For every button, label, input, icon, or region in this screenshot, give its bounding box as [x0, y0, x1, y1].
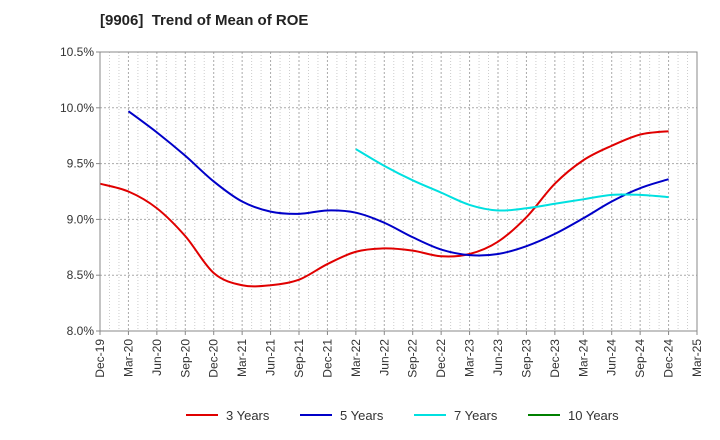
- y-tick-label: 8.0%: [67, 324, 95, 338]
- x-tick-label: Jun-21: [264, 339, 278, 376]
- x-tick-label: Jun-24: [605, 339, 619, 376]
- y-tick-label: 10.0%: [60, 101, 94, 115]
- x-axis-ticks: Dec-19 Mar-20 Jun-20 Sep-20 Dec-20 Mar-21 Jun-…: [93, 331, 704, 378]
- x-tick-label: Sep-22: [406, 339, 420, 378]
- y-tick-label: 9.5%: [67, 157, 95, 171]
- x-tick-label: Mar-22: [349, 339, 363, 377]
- y-axis-ticks: 10.5% 10.0% 9.5% 9.0% 8.5% 8.0%: [60, 45, 100, 338]
- series-line-7-years: [355, 148, 669, 212]
- x-tick-label: Sep-20: [178, 339, 192, 378]
- series-lines: [99, 110, 669, 288]
- x-tick-label: Jun-22: [377, 339, 391, 376]
- plot-background: [100, 52, 697, 331]
- plot-frame: [99, 51, 698, 332]
- x-tick-label: Sep-24: [633, 339, 647, 378]
- legend-label-7-years: 7 Years: [454, 408, 498, 423]
- x-tick-label: Mar-23: [463, 339, 477, 377]
- series-line-5-years: [127, 110, 669, 257]
- series-line-3-years: [99, 130, 669, 288]
- legend-label-5-years: 5 Years: [340, 408, 384, 423]
- x-tick-label: Dec-21: [320, 339, 334, 378]
- legend-label-3-years: 3 Years: [226, 408, 270, 423]
- x-tick-label: Mar-21: [235, 339, 249, 377]
- x-tick-label: Dec-20: [207, 339, 221, 378]
- x-tick-label: Sep-23: [519, 339, 533, 378]
- x-tick-label: Mar-20: [121, 339, 135, 377]
- x-tick-label: Sep-21: [292, 339, 306, 378]
- x-tick-label: Dec-22: [434, 339, 448, 378]
- y-tick-label: 8.5%: [67, 268, 95, 282]
- x-tick-label: Jun-23: [491, 339, 505, 376]
- y-tick-label: 9.0%: [67, 212, 95, 226]
- legend-label-10-years: 10 Years: [568, 408, 619, 423]
- x-tick-label: Mar-25: [690, 339, 704, 377]
- x-tick-label: Jun-20: [150, 339, 164, 376]
- legend: 3 Years 5 Years 7 Years 10 Years: [186, 408, 619, 423]
- y-tick-label: 10.5%: [60, 45, 94, 59]
- chart-title: [9906] Trend of Mean of ROE: [100, 12, 309, 29]
- x-tick-label: Dec-19: [93, 339, 107, 378]
- x-tick-label: Dec-24: [662, 339, 676, 378]
- x-tick-label: Dec-23: [548, 339, 562, 378]
- x-tick-label: Mar-24: [576, 339, 590, 377]
